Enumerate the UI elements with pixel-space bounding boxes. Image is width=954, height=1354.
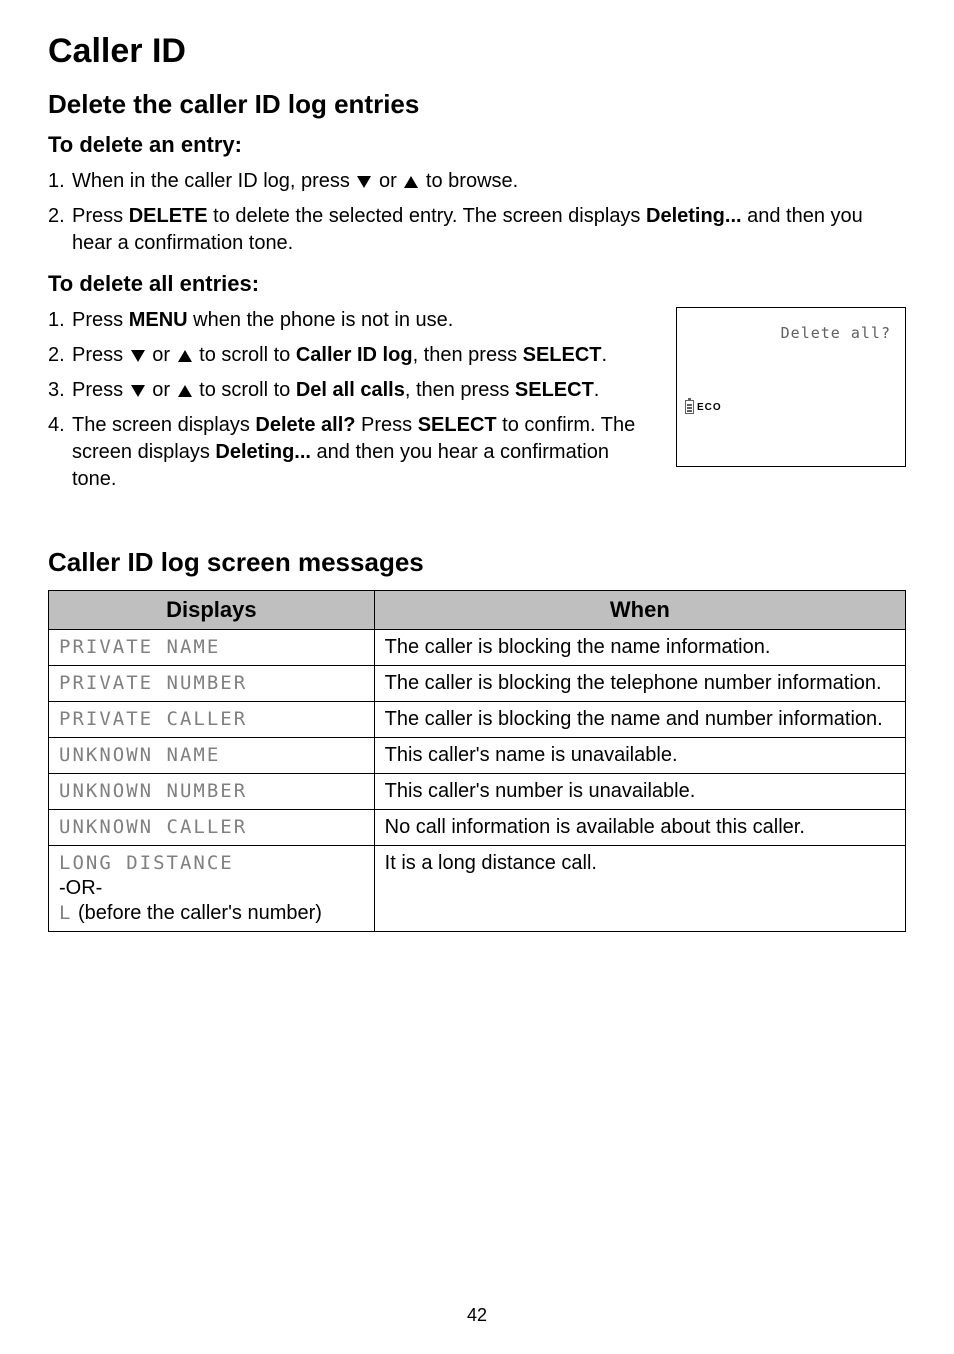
when-text: The caller is blocking the name informat… xyxy=(374,630,905,666)
text-fragment: Press xyxy=(72,379,129,401)
step-text: Press MENU when the phone is not in use. xyxy=(72,307,656,334)
page-number: 42 xyxy=(0,1305,954,1326)
when-text: The caller is blocking the telephone num… xyxy=(374,666,905,702)
table-row: PRIVATE NUMBER The caller is blocking th… xyxy=(49,666,906,702)
step-1: 1. When in the caller ID log, press or t… xyxy=(48,168,906,195)
step-2: 2. Press or to scroll to Caller ID log, … xyxy=(48,342,656,369)
text-fragment: or xyxy=(373,170,402,192)
step-text: Press or to scroll to Del all calls, the… xyxy=(72,377,656,404)
text-fragment: , then press xyxy=(413,344,523,366)
table-row: UNKNOWN NAME This caller's name is unava… xyxy=(49,738,906,774)
when-text: This caller's name is unavailable. xyxy=(374,738,905,774)
screen-text: Deleting... xyxy=(215,441,311,463)
text-fragment: . xyxy=(602,344,608,366)
text-fragment: to scroll to xyxy=(194,379,296,401)
step-text: Press DELETE to delete the selected entr… xyxy=(72,203,906,257)
step-number: 1. xyxy=(48,307,72,334)
step-number: 4. xyxy=(48,412,72,493)
step-text: When in the caller ID log, press or to b… xyxy=(72,168,906,195)
display-text-alt: L (before the caller's number) xyxy=(59,902,364,925)
step-text: Press or to scroll to Caller ID log, the… xyxy=(72,342,656,369)
step-1: 1. Press MENU when the phone is not in u… xyxy=(48,307,656,334)
step-2: 2. Press DELETE to delete the selected e… xyxy=(48,203,906,257)
table-header-when: When xyxy=(374,591,905,630)
table-row: PRIVATE CALLER The caller is blocking th… xyxy=(49,702,906,738)
down-arrow-icon xyxy=(357,176,371,188)
screen-text: Deleting... xyxy=(646,205,742,227)
display-text: LONG DISTANCE xyxy=(59,852,234,874)
display-text: UNKNOWN NAME xyxy=(59,744,220,766)
page-title: Caller ID xyxy=(48,32,906,71)
when-text: This caller's number is unavailable. xyxy=(374,774,905,810)
table-row: UNKNOWN CALLER No call information is av… xyxy=(49,810,906,846)
text-fragment: when the phone is not in use. xyxy=(188,309,454,331)
text-fragment: Press xyxy=(355,414,417,436)
text-fragment: When in the caller ID log, press xyxy=(72,170,355,192)
steps-delete-entry: 1. When in the caller ID log, press or t… xyxy=(48,168,906,257)
menu-item: Del all calls xyxy=(296,379,405,401)
text-fragment: Press xyxy=(72,309,129,331)
table-row: LONG DISTANCE -OR- L (before the caller'… xyxy=(49,846,906,932)
step-4: 4. The screen displays Delete all? Press… xyxy=(48,412,656,493)
down-arrow-icon xyxy=(131,350,145,362)
battery-icon xyxy=(685,400,694,414)
display-text: UNKNOWN NUMBER xyxy=(59,780,247,802)
subhead-delete-entry: To delete an entry: xyxy=(48,132,906,158)
messages-table: Displays When PRIVATE NAME The caller is… xyxy=(48,590,906,932)
key-label: SELECT xyxy=(515,379,594,401)
display-letter: L xyxy=(59,902,72,924)
screen-text: Delete all? xyxy=(255,414,355,436)
text-fragment: (before the caller's number) xyxy=(72,902,321,924)
step-3: 3. Press or to scroll to Del all calls, … xyxy=(48,377,656,404)
key-label: SELECT xyxy=(523,344,602,366)
table-row: UNKNOWN NUMBER This caller's number is u… xyxy=(49,774,906,810)
eco-label: ECO xyxy=(697,402,722,413)
key-label: MENU xyxy=(129,309,188,331)
step-number: 2. xyxy=(48,342,72,369)
text-fragment: , then press xyxy=(405,379,515,401)
when-text: It is a long distance call. xyxy=(374,846,905,932)
step-number: 1. xyxy=(48,168,72,195)
text-fragment: or xyxy=(147,379,176,401)
when-text: The caller is blocking the name and numb… xyxy=(374,702,905,738)
up-arrow-icon xyxy=(178,385,192,397)
key-label: SELECT xyxy=(418,414,497,436)
up-arrow-icon xyxy=(404,176,418,188)
menu-item: Caller ID log xyxy=(296,344,413,366)
step-number: 2. xyxy=(48,203,72,257)
display-text: UNKNOWN CALLER xyxy=(59,816,247,838)
text-fragment: or xyxy=(147,344,176,366)
text-fragment: . xyxy=(594,379,600,401)
down-arrow-icon xyxy=(131,385,145,397)
phone-screen-status-row: ECO xyxy=(685,400,722,414)
section-messages-heading: Caller ID log screen messages xyxy=(48,547,906,578)
phone-screen-illustration: Delete all? ECO xyxy=(676,307,906,467)
text-fragment: to delete the selected entry. The screen… xyxy=(208,205,646,227)
text-fragment: to scroll to xyxy=(194,344,296,366)
display-text: PRIVATE CALLER xyxy=(59,708,247,730)
when-text: No call information is available about t… xyxy=(374,810,905,846)
display-text: PRIVATE NUMBER xyxy=(59,672,247,694)
section-delete-heading: Delete the caller ID log entries xyxy=(48,89,906,120)
text-fragment: Press xyxy=(72,205,129,227)
phone-screen-line1: Delete all? xyxy=(687,318,895,342)
text-fragment: The screen displays xyxy=(72,414,255,436)
step-number: 3. xyxy=(48,377,72,404)
table-row: PRIVATE NAME The caller is blocking the … xyxy=(49,630,906,666)
text-fragment: Press xyxy=(72,344,129,366)
table-header-displays: Displays xyxy=(49,591,375,630)
step-text: The screen displays Delete all? Press SE… xyxy=(72,412,656,493)
subhead-delete-all: To delete all entries: xyxy=(48,271,906,297)
text-fragment: to browse. xyxy=(420,170,518,192)
or-separator: -OR- xyxy=(59,877,364,900)
steps-delete-all: 1. Press MENU when the phone is not in u… xyxy=(48,307,656,493)
key-label: DELETE xyxy=(129,205,208,227)
up-arrow-icon xyxy=(178,350,192,362)
display-text: PRIVATE NAME xyxy=(59,636,220,658)
